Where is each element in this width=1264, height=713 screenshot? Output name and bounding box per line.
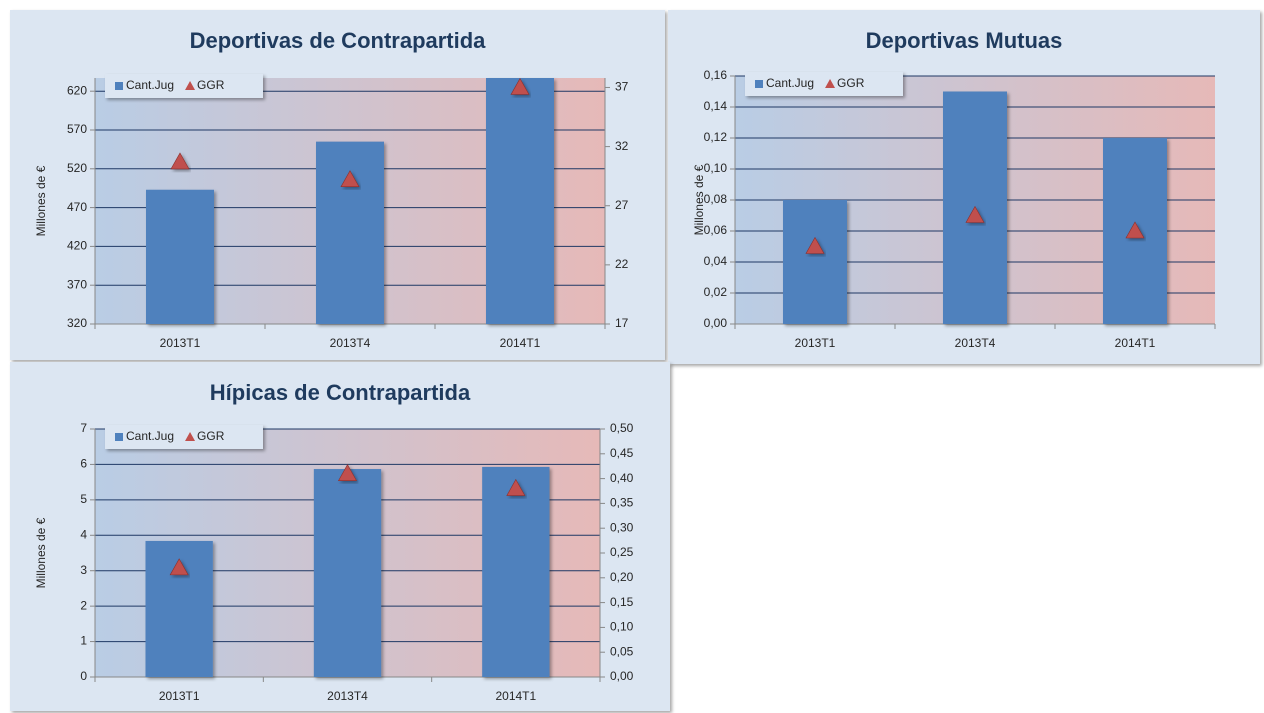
y-axis-label: Millones de € <box>692 164 706 235</box>
chart-title: Deportivas de Contrapartida <box>190 28 487 53</box>
y-tick-label: 1 <box>80 634 87 648</box>
y2-tick-label: 0,40 <box>610 471 634 485</box>
legend-swatch <box>115 82 123 90</box>
y-tick-label: 0,00 <box>704 316 728 330</box>
y2-tick-label: 0,35 <box>610 496 634 510</box>
x-tick-label: 2013T1 <box>160 336 201 350</box>
y-axis-label: Millones de € <box>34 517 48 588</box>
y-tick-label: 320 <box>67 316 87 330</box>
legend-label: Cant.Jug <box>766 76 814 90</box>
x-tick-label: 2014T1 <box>1115 336 1156 350</box>
bar <box>482 466 550 677</box>
y2-tick-label: 0,10 <box>610 620 634 634</box>
legend-swatch <box>115 433 123 441</box>
legend-label: GGR <box>837 76 865 90</box>
ggr-marker <box>506 478 526 496</box>
x-tick-label: 2013T4 <box>955 336 996 350</box>
y-tick-label: 0,14 <box>704 99 728 113</box>
y2-tick-label: 37 <box>615 80 629 94</box>
y2-tick-label: 0,25 <box>610 545 634 559</box>
y-tick-label: 0,08 <box>704 192 728 206</box>
y-tick-label: 0 <box>80 669 87 683</box>
ggr-marker <box>1125 221 1145 239</box>
y-axis-label: Millones de € <box>34 165 48 236</box>
legend-swatch <box>825 79 836 88</box>
y-tick-label: 5 <box>80 492 87 506</box>
x-tick-label: 2013T1 <box>159 689 200 703</box>
chart-panel: Hípicas de Contrapartida Millones de € 0 1 2… <box>10 362 670 711</box>
legend-label: Cant.Jug <box>126 429 174 443</box>
x-tick-label: 2013T1 <box>795 336 836 350</box>
chart-title: Deportivas Mutuas <box>866 28 1063 53</box>
y2-tick-label: 0,15 <box>610 595 634 609</box>
x-tick-label: 2014T1 <box>495 689 536 703</box>
y-tick-label: 520 <box>67 161 87 175</box>
y-tick-label: 0,10 <box>704 161 728 175</box>
y-tick-label: 0,06 <box>704 223 728 237</box>
chart-panel: Deportivas Mutuas Millones de € 0,00 0,02 0,… <box>668 10 1260 364</box>
y-tick-label: 570 <box>67 122 87 136</box>
y-tick-label: 620 <box>67 83 87 97</box>
legend-box <box>105 425 263 449</box>
ggr-marker <box>170 152 190 170</box>
bar <box>486 78 554 324</box>
y2-tick-label: 0,50 <box>610 421 634 435</box>
y-tick-label: 0,04 <box>704 254 728 268</box>
x-tick-label: 2014T1 <box>500 336 541 350</box>
y2-tick-label: 22 <box>615 257 629 271</box>
legend-swatch <box>185 81 196 90</box>
ggr-marker <box>340 170 360 188</box>
ggr-marker <box>337 464 358 481</box>
y2-tick-label: 0,30 <box>610 520 634 534</box>
y-tick-label: 0,12 <box>704 130 728 144</box>
y2-tick-label: 0,05 <box>610 644 634 658</box>
x-tick-label: 2013T4 <box>327 689 368 703</box>
y2-tick-label: 17 <box>615 316 629 330</box>
chart-panel: Deportivas de Contrapartida Millones de €… <box>10 10 665 360</box>
bar <box>783 200 847 324</box>
x-tick-label: 2013T4 <box>330 336 371 350</box>
legend-swatch <box>755 80 763 88</box>
chart-title: Hípicas de Contrapartida <box>210 380 471 405</box>
y2-tick-label: 0,20 <box>610 570 634 584</box>
y2-tick-label: 27 <box>615 198 629 212</box>
y-tick-label: 370 <box>67 277 87 291</box>
ggr-marker <box>805 236 825 254</box>
y-tick-label: 0,16 <box>704 68 728 82</box>
bar <box>316 141 384 324</box>
y-tick-label: 470 <box>67 200 87 214</box>
y-tick-label: 3 <box>80 563 87 577</box>
legend-box <box>105 74 263 98</box>
y-tick-label: 4 <box>80 527 87 541</box>
y2-tick-label: 32 <box>615 139 629 153</box>
y2-tick-label: 0,00 <box>610 669 634 683</box>
y-tick-label: 0,02 <box>704 285 728 299</box>
ggr-marker <box>510 77 530 95</box>
bar <box>313 469 382 677</box>
legend-label: GGR <box>197 78 225 92</box>
y-tick-label: 7 <box>80 421 87 435</box>
legend-label: GGR <box>197 429 225 443</box>
legend-box <box>745 72 903 96</box>
ggr-marker <box>169 558 189 576</box>
y-tick-label: 6 <box>80 457 87 471</box>
y-tick-label: 420 <box>67 239 87 253</box>
y2-tick-label: 0,45 <box>610 446 634 460</box>
bar <box>146 189 214 324</box>
ggr-marker <box>965 205 985 223</box>
legend-label: Cant.Jug <box>126 78 174 92</box>
y-tick-label: 2 <box>80 598 87 612</box>
legend-swatch <box>185 432 196 441</box>
